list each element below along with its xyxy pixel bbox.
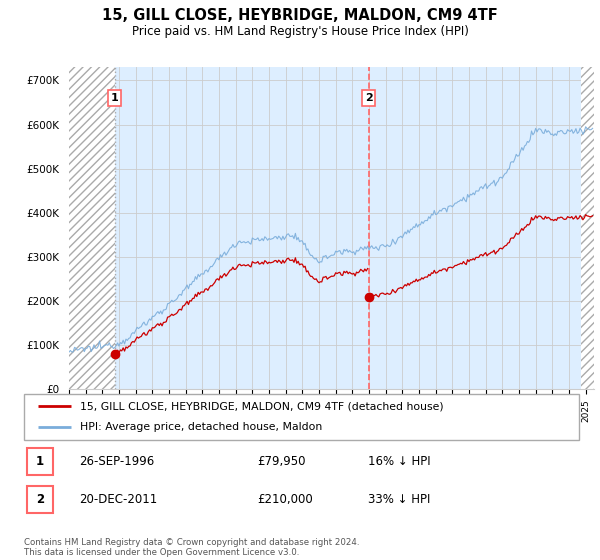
Text: 33% ↓ HPI: 33% ↓ HPI: [368, 493, 430, 506]
Text: Price paid vs. HM Land Registry's House Price Index (HPI): Price paid vs. HM Land Registry's House …: [131, 25, 469, 38]
Text: 20-DEC-2011: 20-DEC-2011: [79, 493, 158, 506]
Text: 1: 1: [36, 455, 44, 468]
Text: HPI: Average price, detached house, Maldon: HPI: Average price, detached house, Mald…: [79, 422, 322, 432]
Text: 16% ↓ HPI: 16% ↓ HPI: [368, 455, 431, 468]
FancyBboxPatch shape: [27, 448, 53, 475]
Text: 2: 2: [36, 493, 44, 506]
FancyBboxPatch shape: [27, 486, 53, 513]
Text: 26-SEP-1996: 26-SEP-1996: [79, 455, 155, 468]
Text: 15, GILL CLOSE, HEYBRIDGE, MALDON, CM9 4TF: 15, GILL CLOSE, HEYBRIDGE, MALDON, CM9 4…: [102, 8, 498, 24]
Text: 1: 1: [111, 93, 119, 103]
Text: Contains HM Land Registry data © Crown copyright and database right 2024.
This d: Contains HM Land Registry data © Crown c…: [24, 538, 359, 557]
Text: 2: 2: [365, 93, 373, 103]
FancyBboxPatch shape: [24, 394, 579, 440]
Text: £210,000: £210,000: [257, 493, 313, 506]
Text: 15, GILL CLOSE, HEYBRIDGE, MALDON, CM9 4TF (detached house): 15, GILL CLOSE, HEYBRIDGE, MALDON, CM9 4…: [79, 401, 443, 411]
Text: £79,950: £79,950: [257, 455, 305, 468]
